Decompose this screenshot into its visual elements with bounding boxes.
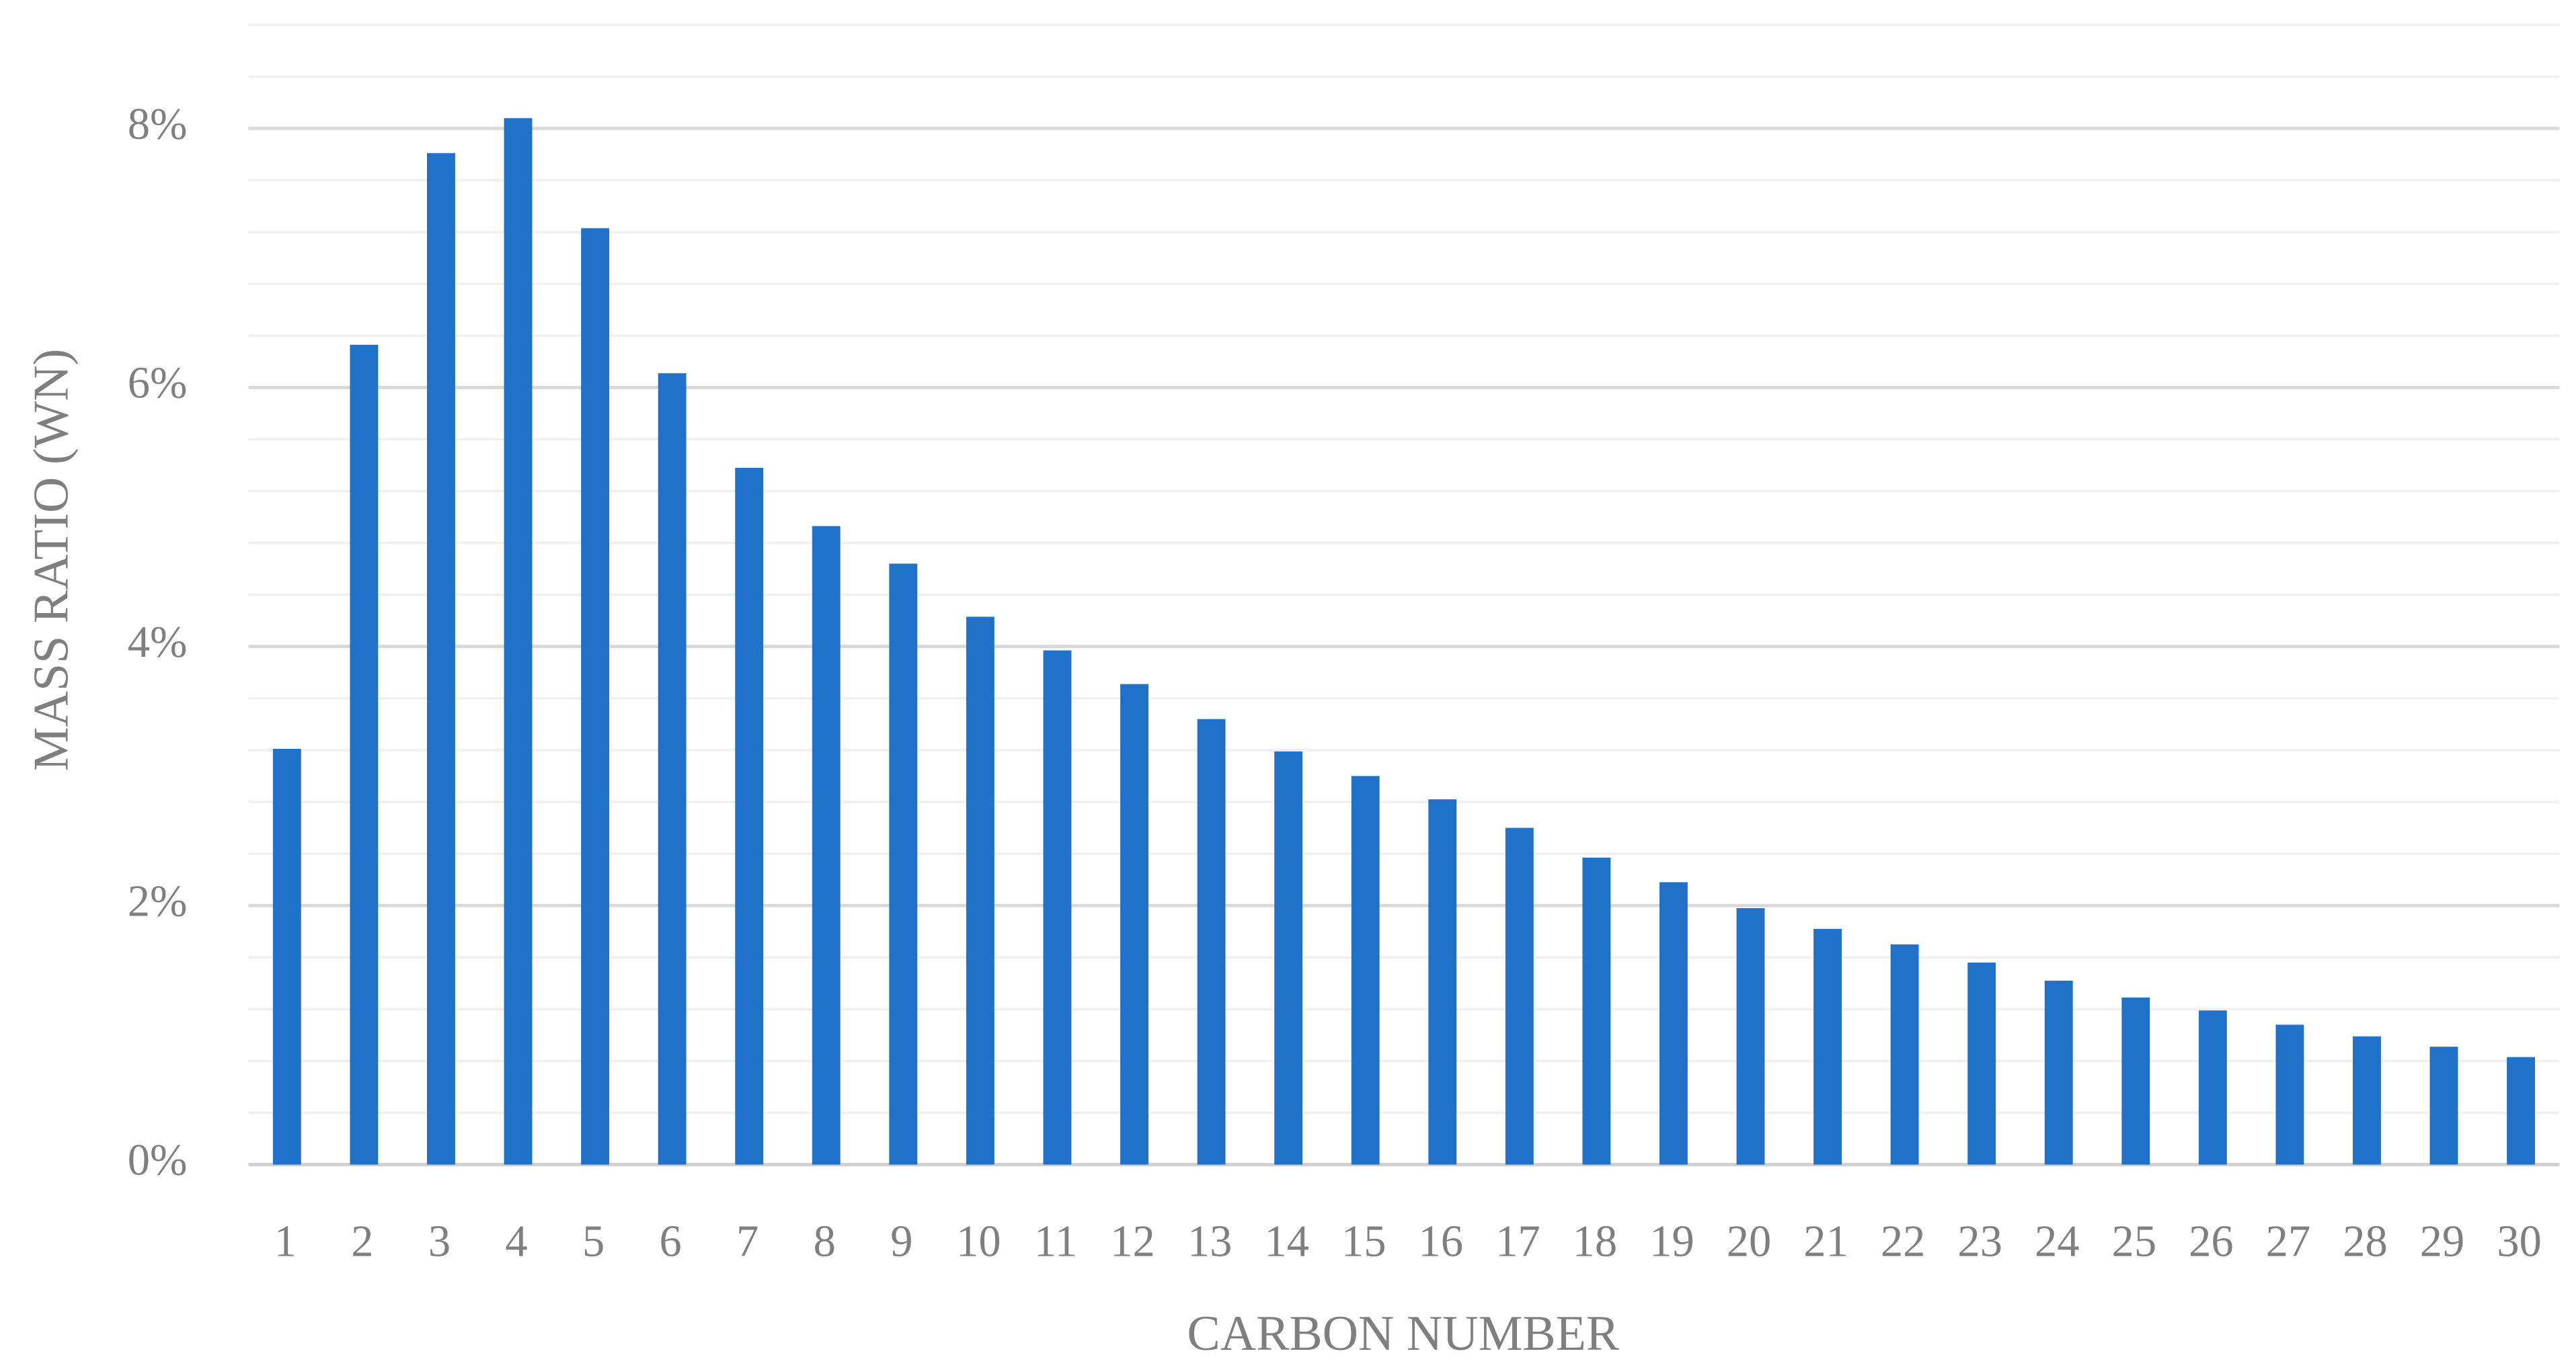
x-tick-label: 9 [890, 1217, 912, 1266]
y-tick-label: 2% [128, 877, 188, 926]
x-tick-label: 8 [814, 1217, 836, 1266]
x-tick-label: 6 [660, 1217, 682, 1266]
y-tick-label: 4% [128, 618, 188, 667]
x-tick-label: 2 [351, 1217, 373, 1266]
bar [1351, 776, 1380, 1165]
bar [2275, 1024, 2304, 1165]
bar [1736, 908, 1765, 1165]
bar [1120, 684, 1148, 1165]
bar [581, 228, 610, 1165]
y-tick-label: 6% [128, 359, 188, 408]
bar [427, 153, 455, 1165]
y-axis-title: MASS RATIO (WN) [24, 349, 79, 771]
x-tick-label: 5 [582, 1217, 604, 1266]
x-tick-label: 12 [1110, 1217, 1155, 1266]
bar [1813, 928, 1842, 1165]
x-tick-label: 30 [2497, 1217, 2542, 1266]
x-tick-label: 4 [505, 1217, 527, 1266]
x-tick-label: 14 [1264, 1217, 1309, 1266]
bar [2121, 997, 2150, 1165]
x-tick-label: 24 [2035, 1217, 2080, 1266]
x-tick-label: 3 [428, 1217, 451, 1266]
x-tick-label: 26 [2189, 1217, 2234, 1266]
bar [1043, 650, 1072, 1165]
x-tick-label: 23 [1957, 1217, 2002, 1266]
bar [2507, 1057, 2536, 1165]
x-tick-label: 11 [1034, 1217, 1077, 1266]
bar [1659, 882, 1688, 1165]
bar [272, 748, 301, 1165]
x-tick-label: 27 [2266, 1217, 2311, 1266]
bar [1582, 857, 1611, 1165]
bar [658, 373, 687, 1165]
x-tick-label: 16 [1419, 1217, 1464, 1266]
x-tick-label: 18 [1573, 1217, 1618, 1266]
x-tick-label: 25 [2112, 1217, 2157, 1266]
x-tick-label: 21 [1803, 1217, 1848, 1266]
bar [1274, 751, 1303, 1165]
bar [1505, 828, 1534, 1165]
bar [2198, 1010, 2227, 1165]
bar [2353, 1036, 2381, 1165]
bar [350, 344, 379, 1165]
y-tick-label: 0% [128, 1136, 188, 1185]
bar [2044, 980, 2073, 1165]
bar [2429, 1047, 2458, 1165]
bar [966, 616, 994, 1165]
x-tick-label: 19 [1649, 1217, 1694, 1266]
x-axis-title: CARBON NUMBER [1187, 1305, 1619, 1361]
x-tick-label: 13 [1187, 1217, 1233, 1266]
x-tick-label: 15 [1341, 1217, 1387, 1266]
x-tick-label: 7 [736, 1217, 758, 1266]
bar [504, 118, 533, 1165]
x-tick-label: 10 [956, 1217, 1001, 1266]
x-tick-label: 17 [1495, 1217, 1540, 1266]
x-tick-label: 1 [274, 1217, 297, 1266]
bar [1428, 799, 1457, 1165]
x-tick-label: 20 [1727, 1217, 1772, 1266]
x-tick-label: 28 [2343, 1217, 2388, 1266]
bar [735, 467, 764, 1165]
bar [812, 526, 841, 1165]
bar [1967, 962, 1996, 1165]
x-tick-label: 22 [1881, 1217, 1926, 1266]
bar [1197, 719, 1226, 1165]
bar [1890, 944, 1919, 1165]
bar [889, 563, 918, 1165]
y-tick-label: 8% [128, 99, 188, 149]
x-tick-label: 29 [2420, 1217, 2465, 1266]
